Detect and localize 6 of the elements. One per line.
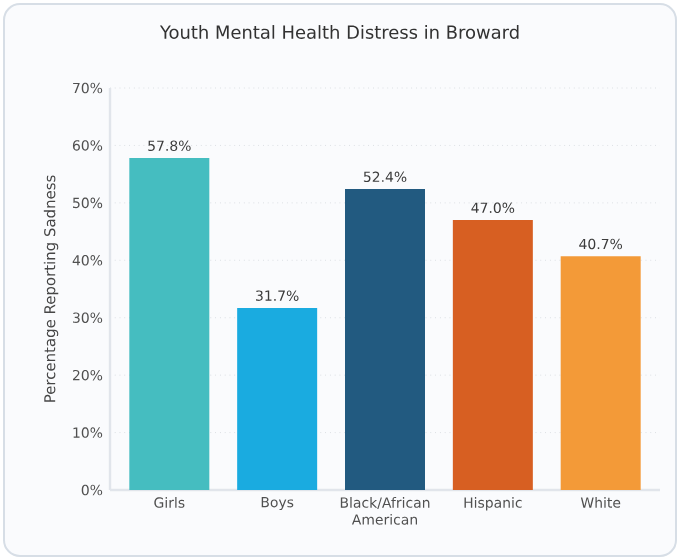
chart-title: Youth Mental Health Distress in Broward [159, 25, 519, 39]
bar [237, 307, 318, 490]
bar [452, 220, 533, 490]
bar [129, 158, 210, 490]
bar [560, 256, 641, 490]
bar [345, 189, 425, 490]
